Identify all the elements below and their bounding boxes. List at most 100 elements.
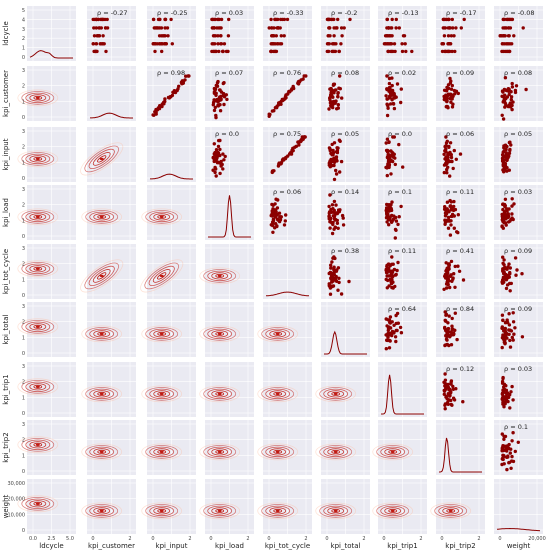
scatter-point	[329, 263, 333, 267]
kde-contour-ring	[141, 385, 183, 403]
scatter-point	[452, 214, 456, 218]
scatter-point	[212, 142, 216, 146]
kde-contour-ring	[388, 449, 398, 454]
scatter-point	[391, 274, 395, 278]
scatter-point	[506, 49, 510, 54]
kde-contour-core	[217, 392, 222, 396]
y-tick-label: 3	[22, 246, 25, 252]
scatter-point	[279, 102, 283, 107]
scatter-point	[500, 391, 505, 395]
kde-contours	[315, 502, 357, 520]
kde-contour-ring	[85, 504, 119, 518]
scatter-points	[442, 259, 466, 291]
kde-contour-ring	[84, 262, 119, 290]
kde-contour-ring	[215, 391, 225, 396]
scatter-point	[216, 150, 220, 155]
scatter-point	[385, 74, 389, 78]
scatter-point	[446, 83, 451, 87]
y-tick-label: 2	[22, 145, 25, 151]
correlation-label: ρ = 0.06	[446, 130, 474, 138]
kde-contour-core	[159, 332, 164, 336]
kde-contours	[257, 502, 299, 520]
scatter-point	[336, 95, 340, 99]
scatter-point	[296, 82, 301, 86]
scatter-point	[385, 173, 389, 178]
scatter-point	[440, 49, 445, 54]
scatter-point	[510, 17, 515, 22]
scatter-point	[277, 161, 281, 165]
scatter-point	[214, 91, 218, 96]
y-tick-label: 1	[22, 99, 25, 105]
kde-contour-ring	[21, 152, 55, 166]
scatter-point	[347, 279, 351, 284]
scatter-point	[397, 142, 401, 147]
scatter-point	[335, 268, 339, 272]
scatter-point	[275, 217, 280, 221]
scatter-point	[502, 99, 506, 103]
kde-contours	[17, 495, 59, 513]
scatter-point	[512, 332, 516, 336]
scatter-point	[457, 269, 462, 273]
scatter-point	[338, 139, 342, 143]
kde-contour-ring	[269, 390, 287, 398]
scatter-point	[389, 102, 393, 106]
scatter-point	[504, 223, 508, 227]
panel-kpi_total-vs-kpi_customer	[81, 302, 136, 357]
kde-contour-core	[159, 509, 164, 513]
pair-plot-axis-labels: ldcycle012345kpi_customer0123kpi_input01…	[2, 8, 546, 550]
scatter-point	[101, 17, 105, 22]
scatter-point	[217, 49, 221, 54]
scatter-point	[446, 282, 450, 287]
scatter-point	[187, 74, 191, 78]
scatter-point	[105, 17, 109, 22]
panel-kpi_tot_cycle-vs-kpi_trip2: ρ = 0.41	[436, 244, 485, 299]
scatter-point	[224, 49, 229, 54]
kde-contours	[81, 502, 123, 520]
scatter-point	[508, 345, 513, 349]
kde-contour-ring	[17, 436, 59, 454]
scatter-point	[503, 76, 508, 80]
scatter-point	[332, 255, 336, 259]
panel-kpi_customer-vs-kpi_trip1: ρ = 0.02	[378, 66, 427, 121]
scatter-point	[390, 329, 395, 334]
kde-contour-ring	[93, 507, 111, 515]
scatter-point	[510, 454, 514, 459]
kde-contours	[81, 443, 123, 461]
scatter-point	[443, 222, 447, 226]
scatter-point	[218, 34, 223, 38]
x-axis-label: kpi_tot_cycle	[265, 542, 310, 550]
scatter-point	[153, 26, 157, 30]
scatter-point	[500, 432, 504, 436]
panel-kpi_total-vs-kpi_input	[141, 302, 196, 357]
correlation-label: ρ = 0.14	[331, 188, 359, 196]
scatter-point	[499, 34, 504, 38]
scatter-point	[455, 337, 459, 342]
kde-contours	[141, 502, 183, 520]
x-tick-label: 0	[382, 536, 385, 542]
scatter-point	[391, 101, 396, 106]
scatter-point	[504, 399, 509, 403]
scatter-point	[456, 230, 460, 235]
scatter-point	[506, 454, 510, 458]
scatter-point	[384, 165, 388, 170]
kde-contour-ring	[265, 446, 291, 458]
x-tick-label: 0	[498, 536, 501, 542]
kde-contour-ring	[141, 502, 183, 520]
scatter-point	[389, 172, 393, 176]
scatter-point	[282, 223, 287, 227]
scatter-point	[449, 87, 454, 91]
scatter-point	[390, 76, 394, 80]
scatter-point	[159, 34, 164, 38]
scatter-point	[387, 85, 392, 90]
scatter-point	[94, 17, 98, 22]
scatter-point	[396, 321, 400, 325]
scatter-point	[502, 217, 506, 221]
scatter-point	[447, 17, 451, 22]
scatter-point	[502, 154, 506, 158]
scatter-point	[524, 87, 528, 92]
scatter-point	[450, 324, 454, 328]
panel-kpi_trip2-vs-kpi_customer	[81, 420, 136, 475]
y-tick-label: 3	[22, 304, 25, 310]
x-tick-label: 2	[246, 536, 249, 542]
kde-contour-core	[35, 385, 40, 388]
